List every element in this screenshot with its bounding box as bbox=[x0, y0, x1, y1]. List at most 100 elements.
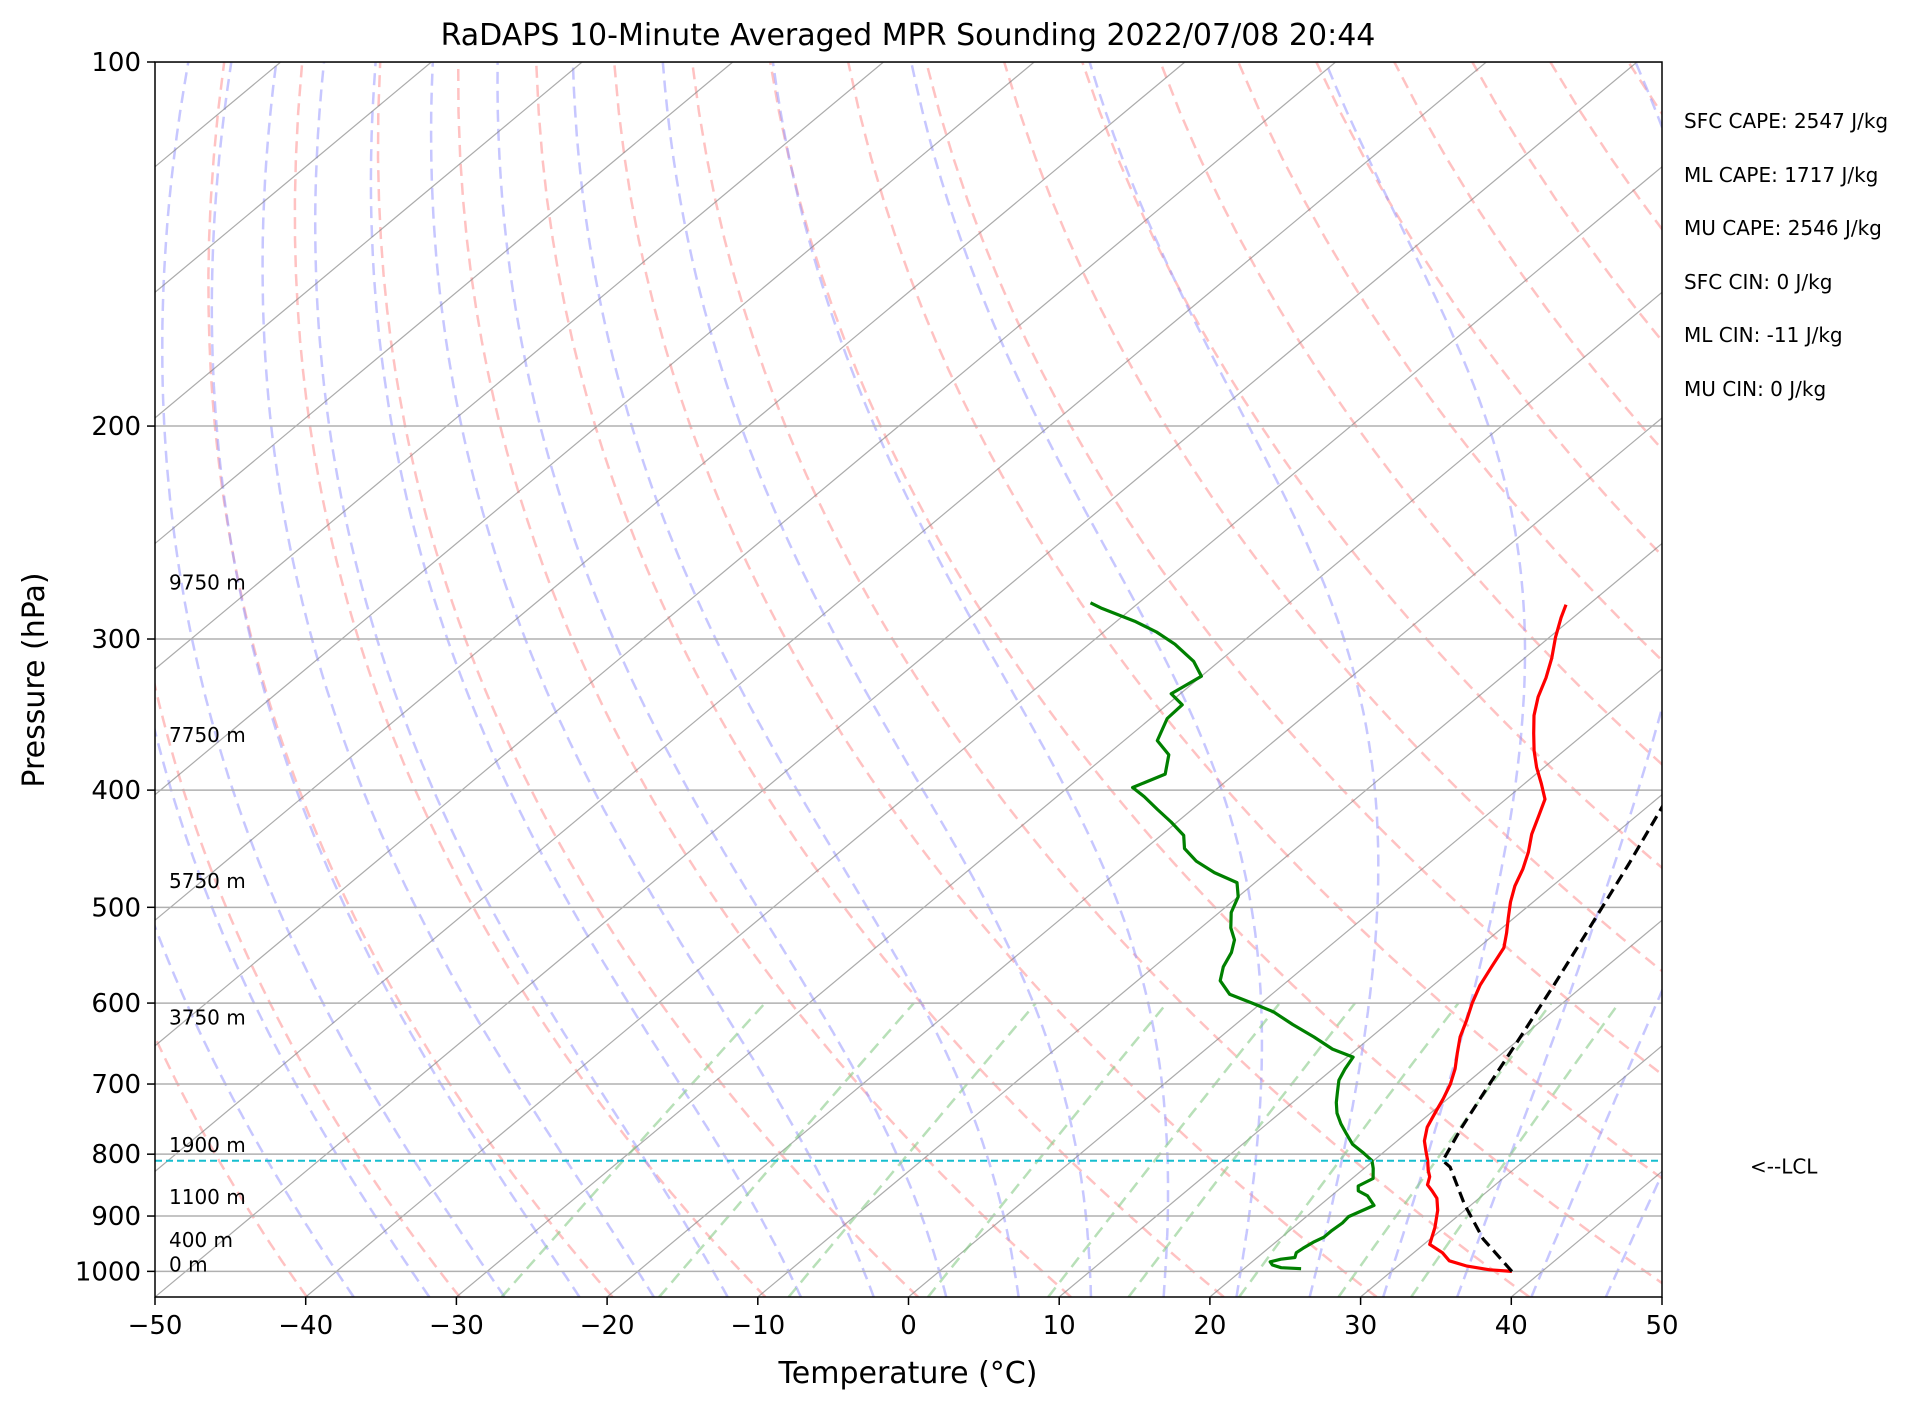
moist-adiabat bbox=[369, 62, 803, 1297]
temperature-line bbox=[1422, 604, 1568, 1273]
lcl-marker: <--LCL bbox=[155, 1155, 1818, 1179]
y-tick-label: 200 bbox=[91, 412, 141, 442]
isotherm bbox=[1661, 1296, 1662, 1297]
moist-adiabat bbox=[1456, 62, 1662, 1297]
moist-adiabat bbox=[771, 62, 1170, 1297]
moist-adiabat bbox=[571, 62, 1020, 1297]
pressure-gridlines bbox=[155, 62, 1662, 1273]
isotherm bbox=[305, 165, 1662, 1297]
x-tick-label: −30 bbox=[429, 1311, 484, 1341]
height-labels: 9750 m 7750 m 5750 m 3750 m 1900 m 1100 m 400 … bbox=[169, 570, 246, 1276]
dry-adiabat bbox=[534, 62, 1225, 1297]
moist-adiabat bbox=[1324, 62, 1527, 1297]
moist-adiabat bbox=[210, 62, 581, 1297]
moist-adiabat bbox=[909, 62, 1264, 1297]
x-tick-label: 30 bbox=[1344, 1311, 1377, 1341]
dry-adiabat bbox=[1706, 62, 1925, 1297]
dry-adiabat bbox=[1471, 62, 1662, 343]
moist-adiabat bbox=[661, 62, 1093, 1297]
mixing-ratio-line bbox=[1410, 1002, 1620, 1297]
mixing-ratio-line bbox=[1047, 1002, 1281, 1297]
dewpoint-line bbox=[1089, 601, 1376, 1271]
isotherm bbox=[757, 542, 1662, 1297]
y-tick-label: 400 bbox=[91, 776, 141, 806]
dry-adiabat bbox=[155, 1034, 308, 1297]
mixing-ratio-line bbox=[1127, 1002, 1356, 1297]
background-lines bbox=[155, 62, 1925, 1297]
dry-adiabat bbox=[1159, 62, 1662, 767]
dry-adiabat bbox=[924, 62, 1662, 1076]
dry-adiabat bbox=[155, 680, 461, 1297]
height-label: 3750 m bbox=[169, 1006, 246, 1030]
dry-adiabat bbox=[1549, 62, 1662, 232]
moist-adiabat bbox=[261, 62, 655, 1297]
isotherm bbox=[1360, 1045, 1662, 1297]
stat-ml-cin: ML CIN: -11 J/kg bbox=[1684, 323, 1843, 347]
y-tick-label: 600 bbox=[91, 989, 141, 1019]
dry-adiabat bbox=[612, 62, 1378, 1297]
dry-adiabat bbox=[690, 62, 1531, 1297]
isotherm bbox=[155, 62, 583, 419]
height-label: 0 m bbox=[169, 1252, 208, 1276]
isotherm bbox=[155, 62, 1638, 1297]
y-tick-label: 700 bbox=[91, 1070, 141, 1100]
moist-adiabat bbox=[155, 923, 355, 1297]
isotherm bbox=[606, 417, 1662, 1297]
height-label: 400 m bbox=[169, 1228, 233, 1252]
isotherm bbox=[908, 668, 1662, 1297]
x-tick-label: −10 bbox=[730, 1311, 785, 1341]
isotherm bbox=[155, 62, 1487, 1173]
dry-adiabat bbox=[1627, 62, 1662, 116]
y-tick-label: 300 bbox=[91, 625, 141, 655]
dry-adiabat bbox=[1862, 62, 1925, 1297]
stat-sfc-cin: SFC CIN: 0 J/kg bbox=[1684, 270, 1832, 294]
chart-title: RaDAPS 10-Minute Averaged MPR Sounding 2… bbox=[441, 18, 1376, 53]
moist-adiabat bbox=[155, 725, 431, 1297]
height-label: 5750 m bbox=[169, 869, 246, 893]
x-axis-ticks: −50 −40 −30 −20 −10 0 10 20 30 40 50 bbox=[128, 1297, 1679, 1341]
moist-adiabat bbox=[1681, 62, 1925, 1297]
isotherm bbox=[456, 291, 1662, 1297]
moist-adiabat bbox=[1088, 62, 1380, 1297]
height-label: 7750 m bbox=[169, 723, 246, 747]
mixing-ratio-line bbox=[658, 1002, 915, 1297]
x-tick-label: 0 bbox=[900, 1311, 917, 1341]
x-tick-label: −50 bbox=[128, 1311, 183, 1341]
moist-adiabat bbox=[313, 62, 729, 1297]
dry-adiabat bbox=[846, 62, 1662, 1180]
x-tick-label: 40 bbox=[1495, 1311, 1528, 1341]
x-tick-label: 10 bbox=[1043, 1311, 1076, 1341]
height-label: 1100 m bbox=[169, 1185, 246, 1209]
dry-adiabat bbox=[1393, 62, 1662, 452]
moist-adiabat bbox=[496, 62, 948, 1297]
dry-adiabat bbox=[293, 62, 767, 1297]
y-tick-label: 100 bbox=[91, 48, 141, 78]
lcl-label: <--LCL bbox=[1750, 1155, 1818, 1179]
dry-adiabat bbox=[1237, 62, 1662, 663]
x-tick-label: 20 bbox=[1193, 1311, 1226, 1341]
moist-adiabat bbox=[1530, 987, 1662, 1297]
dry-adiabat bbox=[207, 62, 614, 1297]
stat-mu-cin: MU CIN: 0 J/kg bbox=[1684, 377, 1826, 401]
isotherm bbox=[1209, 919, 1662, 1297]
stats-panel: SFC CAPE: 2547 J/kg ML CAPE: 1717 J/kg M… bbox=[1684, 109, 1888, 401]
mixing-ratio-line bbox=[1337, 1002, 1553, 1297]
mixing-ratio-line bbox=[927, 1002, 1168, 1297]
stat-ml-cape: ML CAPE: 1717 J/kg bbox=[1684, 163, 1878, 187]
height-label: 9750 m bbox=[169, 570, 246, 594]
stat-mu-cape: MU CAPE: 2546 J/kg bbox=[1684, 216, 1882, 240]
isotherm bbox=[155, 62, 1035, 796]
y-axis-ticks: 1000 900 800 700 600 500 400 300 200 100 bbox=[75, 48, 155, 1287]
y-tick-label: 800 bbox=[91, 1140, 141, 1170]
x-axis-label: Temperature (°C) bbox=[778, 1356, 1038, 1391]
sounding-series bbox=[1089, 601, 1662, 1273]
isotherm bbox=[155, 62, 734, 545]
x-tick-label: −40 bbox=[278, 1311, 333, 1341]
parcel-path-line bbox=[1441, 804, 1662, 1273]
mixing-ratio-line bbox=[1238, 1002, 1460, 1297]
mixing-ratio-line bbox=[500, 1002, 766, 1297]
height-label: 1900 m bbox=[169, 1133, 246, 1157]
moist-adiabat bbox=[161, 62, 506, 1297]
y-axis-label: Pressure (hPa) bbox=[17, 572, 52, 787]
